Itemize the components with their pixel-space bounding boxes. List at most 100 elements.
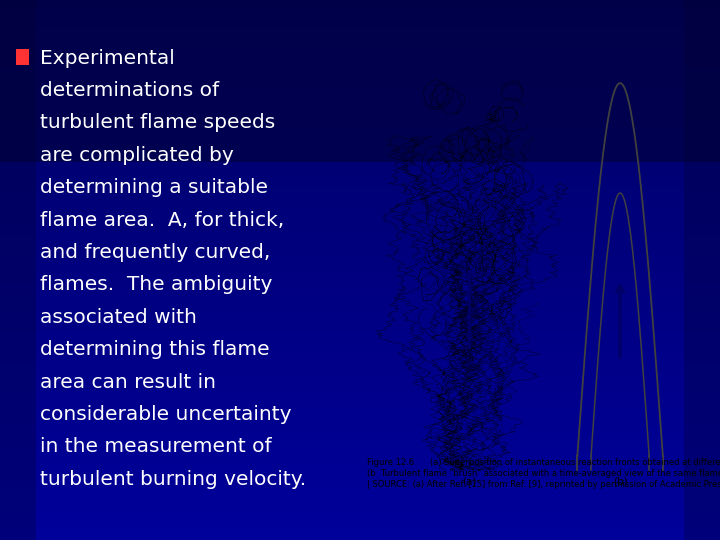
Bar: [0, 46, 720, 49]
Bar: [0, 238, 720, 240]
Bar: [0, 54, 720, 57]
Bar: [0, 451, 720, 454]
Bar: [0, 181, 720, 184]
Bar: [0, 122, 720, 124]
Bar: [0, 348, 720, 351]
Bar: [0, 86, 720, 89]
Bar: [0, 402, 720, 405]
Bar: [0, 148, 720, 151]
Bar: [0, 319, 720, 321]
Bar: [0, 427, 720, 429]
Bar: [0, 256, 720, 259]
Bar: [0, 305, 720, 308]
Bar: [0, 521, 720, 524]
Bar: [0, 202, 720, 205]
Bar: [0, 424, 720, 427]
Bar: [684, 0, 720, 540]
Bar: [0, 248, 720, 251]
Bar: [0, 235, 720, 238]
Bar: [0, 157, 720, 159]
Bar: [0, 486, 720, 489]
Bar: [0, 16, 720, 19]
Bar: [0, 440, 720, 443]
Bar: [0, 464, 720, 467]
Bar: [0, 405, 720, 408]
Bar: [0, 224, 720, 227]
Bar: [0, 135, 720, 138]
Bar: [0, 140, 720, 143]
Bar: [0, 518, 720, 521]
Bar: [0, 489, 720, 491]
Bar: [0, 435, 720, 437]
Bar: [0, 284, 720, 286]
Bar: [0, 81, 720, 84]
Bar: [0, 200, 720, 202]
Bar: [0, 194, 720, 197]
Text: determining this flame: determining this flame: [40, 340, 269, 359]
Bar: [0, 446, 720, 448]
Bar: [0, 0, 720, 162]
Bar: [0, 470, 720, 472]
Bar: [0, 383, 720, 386]
Bar: [0, 459, 720, 462]
Bar: [0, 443, 720, 445]
Bar: [0, 159, 720, 162]
Bar: [0, 240, 720, 243]
Bar: [0, 481, 720, 483]
Bar: [0, 68, 720, 70]
Bar: [0, 138, 720, 140]
Bar: [0, 186, 720, 189]
Bar: [0, 19, 720, 22]
Bar: [0, 130, 720, 132]
Bar: [0, 429, 720, 432]
Bar: [0, 100, 720, 103]
Bar: [0, 170, 720, 173]
Bar: [0, 475, 720, 478]
Bar: [0, 500, 720, 502]
Bar: [0, 246, 720, 248]
Bar: [0, 532, 720, 535]
Bar: [0, 3, 720, 5]
Bar: [0, 513, 720, 516]
Bar: [0, 321, 720, 324]
Bar: [0, 116, 720, 119]
Text: (a): (a): [462, 477, 477, 487]
Bar: [0, 251, 720, 254]
Bar: [0, 375, 720, 378]
Text: determining a suitable: determining a suitable: [40, 178, 268, 197]
Text: in the measurement of: in the measurement of: [40, 437, 271, 456]
Bar: [0, 400, 720, 402]
Text: Figure 12.6      (a) Superposition of instantaneous reaction fronts obtained at : Figure 12.6 (a) Superposition of instant…: [367, 458, 720, 489]
Text: Experimental: Experimental: [40, 49, 174, 68]
Bar: [0, 338, 720, 340]
Bar: [0, 119, 720, 122]
Bar: [0, 286, 720, 289]
Bar: [0, 0, 36, 540]
Bar: [0, 108, 720, 111]
Bar: [0, 418, 720, 421]
Bar: [0, 146, 720, 148]
Bar: [0, 49, 720, 51]
Text: and frequently curved,: and frequently curved,: [40, 243, 270, 262]
Bar: [0, 462, 720, 464]
Bar: [0, 14, 720, 16]
Bar: [0, 59, 720, 62]
Bar: [0, 327, 720, 329]
Bar: [0, 132, 720, 135]
Bar: [0, 359, 720, 362]
Bar: [0, 76, 720, 78]
Text: flames.  The ambiguity: flames. The ambiguity: [40, 275, 272, 294]
Bar: [0, 421, 720, 424]
Text: determinations of: determinations of: [40, 81, 219, 100]
Text: turbulent burning velocity.: turbulent burning velocity.: [40, 470, 306, 489]
Text: (b): (b): [613, 477, 627, 487]
Bar: [0, 40, 720, 43]
Bar: [0, 316, 720, 319]
Bar: [0, 478, 720, 481]
Bar: [0, 297, 720, 300]
Bar: [0, 8, 720, 11]
Bar: [0, 173, 720, 176]
Bar: [0, 491, 720, 494]
Bar: [0, 456, 720, 459]
Bar: [0, 211, 720, 213]
